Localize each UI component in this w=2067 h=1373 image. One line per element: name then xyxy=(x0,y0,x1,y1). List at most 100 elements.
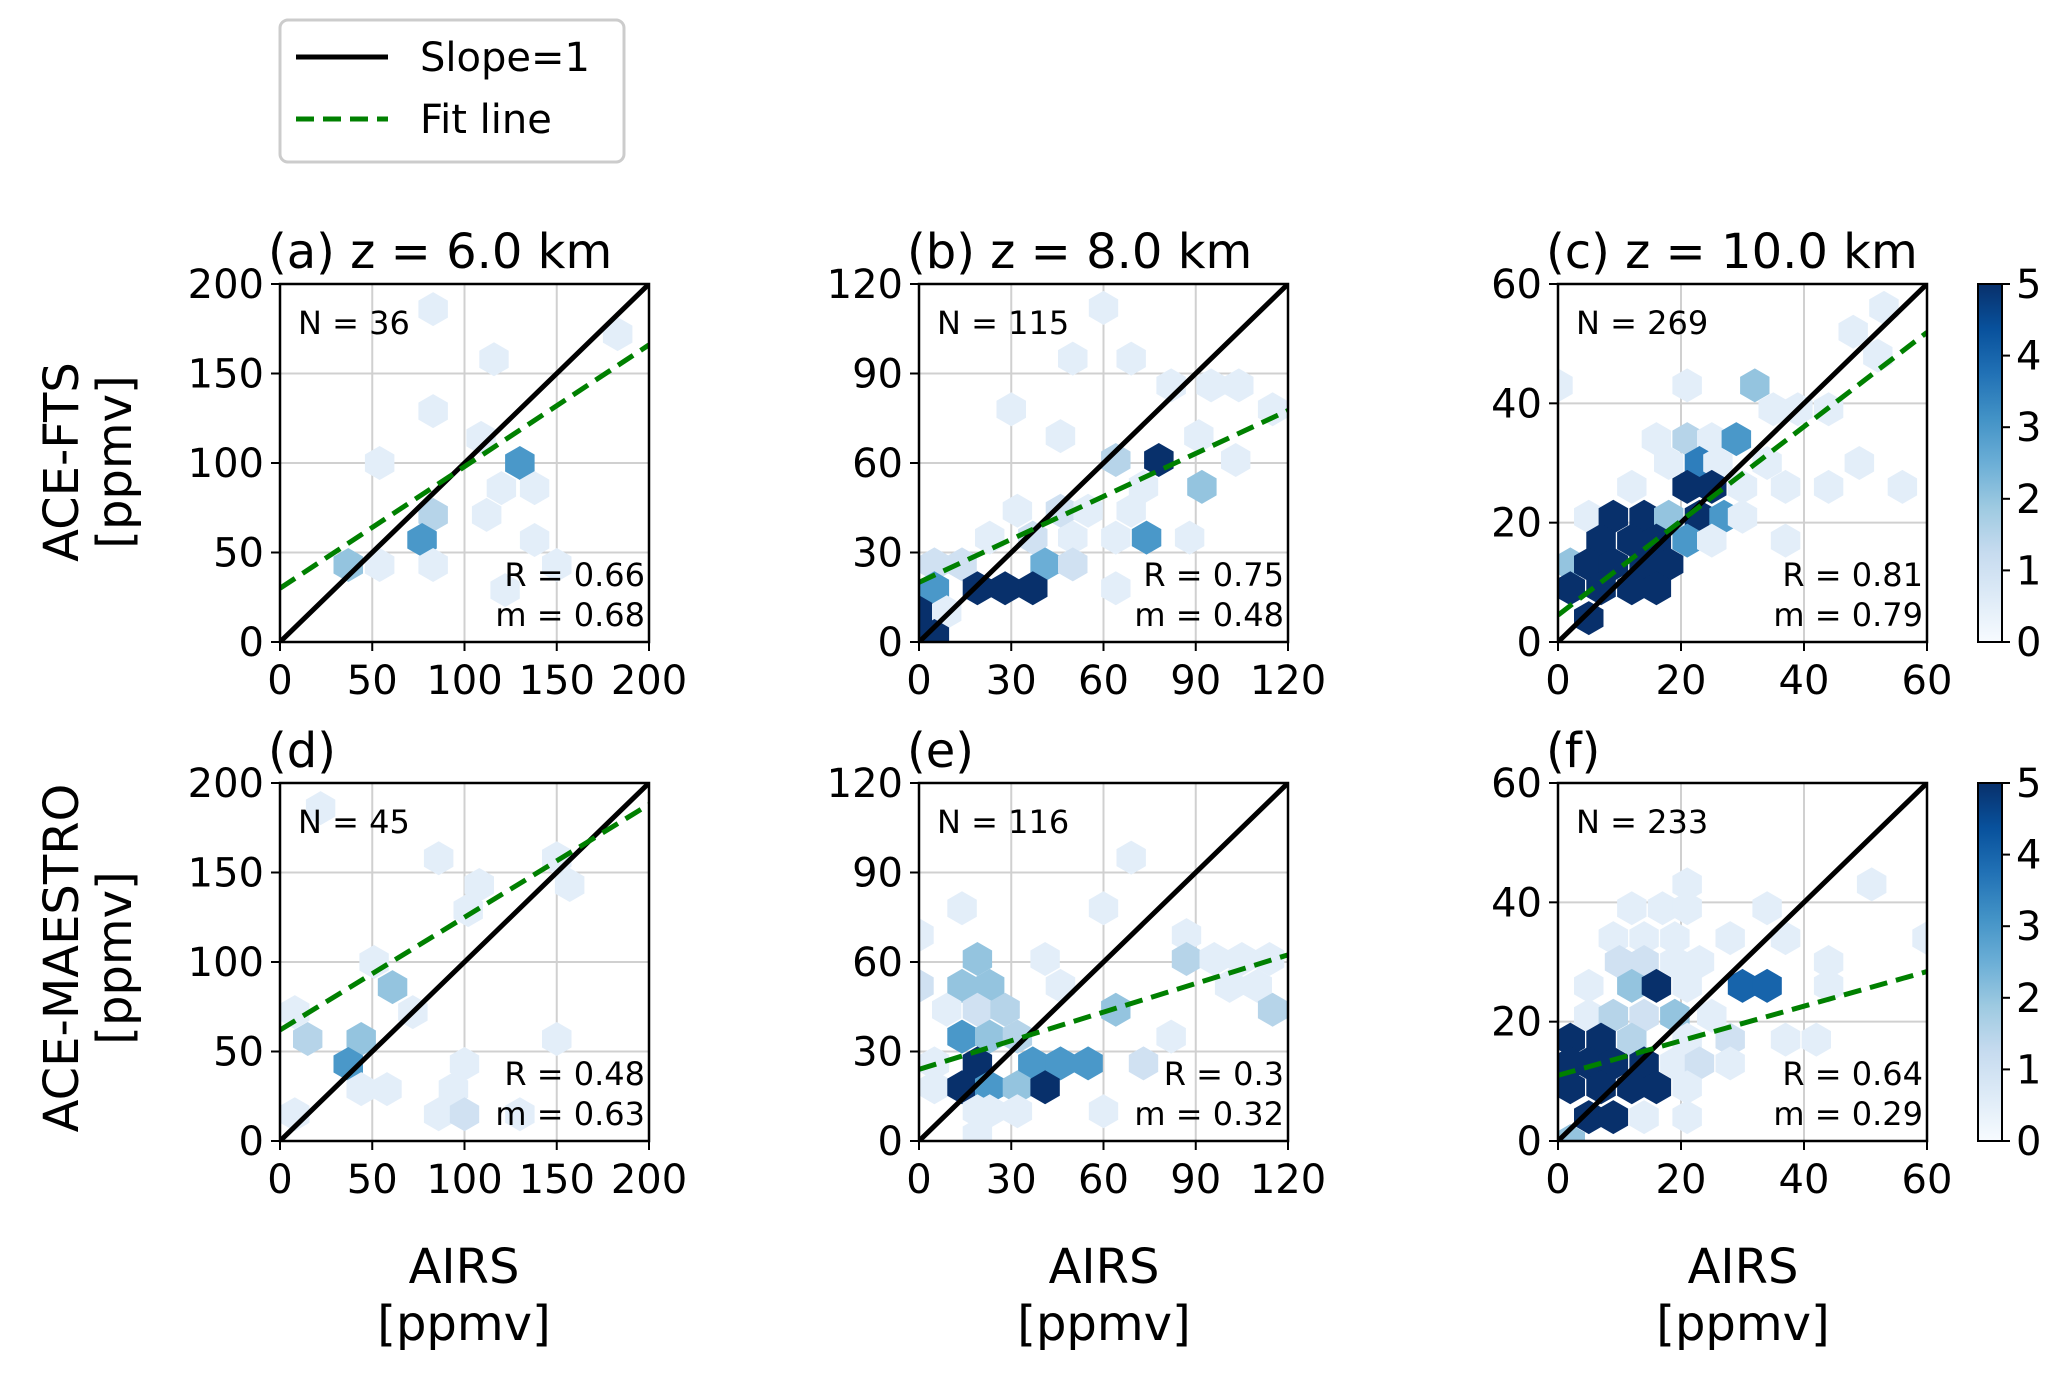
hexbin-layer xyxy=(280,791,585,1132)
hexbin-cell xyxy=(407,523,437,557)
colorbar-frame xyxy=(1977,782,2003,1142)
plot-frame xyxy=(1556,781,1929,1143)
hexbin-cell xyxy=(1574,968,1604,1003)
line-layer xyxy=(1558,783,1927,1141)
hexbin-cell xyxy=(1617,891,1647,926)
hexbin-cell xyxy=(919,595,934,630)
fit-line xyxy=(280,802,649,1033)
legend-fit-label: Fit line xyxy=(420,97,552,143)
y-tick-label: 200 xyxy=(188,761,264,807)
hexbin-cell xyxy=(1116,493,1146,528)
hexbin-cell xyxy=(1654,547,1684,582)
stat-n: N = 36 xyxy=(298,304,410,342)
hexbin-cell xyxy=(1660,998,1690,1033)
x-tick-label: 150 xyxy=(519,658,595,704)
hexbin-cell xyxy=(947,547,977,582)
hexbin-cell xyxy=(1030,547,1060,582)
y-tick-label: 100 xyxy=(188,441,264,487)
x-tick-label: 60 xyxy=(1078,1157,1129,1203)
y-tick-label: 60 xyxy=(1491,761,1542,807)
hexbin-cell xyxy=(1727,499,1758,534)
hexbin-cell xyxy=(1598,1100,1629,1135)
panel-letter: (c) xyxy=(1546,224,1610,280)
colorbar-tick-label: 3 xyxy=(2016,405,2041,451)
hexbin-cell xyxy=(1697,469,1727,504)
hexbin-cell xyxy=(1660,1046,1690,1081)
stat-r: R = 0.3 xyxy=(1164,1055,1284,1093)
panel-letter: (f) xyxy=(1546,723,1600,779)
hexbin-cell xyxy=(449,1097,480,1132)
panel-title: (a) z = 6.0 km xyxy=(268,224,612,280)
x-tick-label: 100 xyxy=(426,1157,502,1203)
fit-line xyxy=(280,342,649,591)
panel-title: (d) xyxy=(268,723,336,779)
colorbar-tick-label: 0 xyxy=(2016,620,2041,666)
hexbin-cell xyxy=(542,1022,572,1056)
y-tick-label: 20 xyxy=(1491,1000,1542,1046)
y-tick-label: 0 xyxy=(878,1119,903,1165)
hexbin-cell xyxy=(947,891,977,926)
hexbin-cell xyxy=(1558,1022,1585,1057)
hexbin-cell xyxy=(377,970,408,1005)
x-tick-label: 120 xyxy=(1250,658,1326,704)
row-label-bottom-line1: ACE-MAESTRO xyxy=(34,784,90,1133)
row-label-bottom-line2: [ppmv] xyxy=(87,871,143,1045)
hexbin-cell xyxy=(1574,499,1604,534)
hexbin-cell xyxy=(1654,446,1684,480)
hexbin-cell xyxy=(1171,918,1202,953)
hexbin-cell xyxy=(1131,520,1162,555)
hexbin-cell xyxy=(1697,998,1727,1033)
hexbin-cell xyxy=(1574,1046,1604,1081)
stat-r: R = 0.66 xyxy=(504,556,645,594)
slope-one-line xyxy=(919,783,1288,1141)
hexbin-cell xyxy=(423,841,454,876)
x-label-col-3: AIRS [ppmv] xyxy=(1656,1239,1830,1352)
hexbin-cell xyxy=(1641,422,1672,457)
panel-altitude: z = 10.0 km xyxy=(1610,224,1918,280)
y-tick-label: 30 xyxy=(852,531,903,577)
line-layer xyxy=(919,284,1288,642)
hexbin-cell xyxy=(1660,945,1690,979)
hexbin-cell xyxy=(1801,1022,1831,1057)
y-tick-label: 150 xyxy=(188,352,264,398)
stat-n: N = 269 xyxy=(1576,304,1708,342)
hexbin-cell xyxy=(1598,499,1629,534)
hexbin-cell xyxy=(333,1047,363,1081)
hexbin-cell xyxy=(1629,945,1659,979)
x-tick-label: 200 xyxy=(611,1157,687,1203)
hexbin-cell xyxy=(1684,499,1715,534)
colorbar-tick-label: 2 xyxy=(2016,976,2041,1022)
hexbin-cell xyxy=(1002,1094,1033,1129)
hexbin-cell xyxy=(1030,1070,1060,1105)
hexbin-cell xyxy=(418,548,448,582)
hexbin-cell xyxy=(1128,469,1159,504)
hexbin-cell xyxy=(1813,469,1844,504)
x-tick-label: 40 xyxy=(1779,1157,1830,1203)
plot-frame xyxy=(1556,282,1929,644)
hexbin-layer xyxy=(919,840,1288,1141)
y-tick-label: 60 xyxy=(1491,262,1542,308)
fit-line xyxy=(1558,969,1927,1078)
hexbin-cell xyxy=(1912,921,1927,956)
x-tick-label: 120 xyxy=(1250,1157,1326,1203)
hexbin-cell xyxy=(1629,1100,1659,1135)
panel-altitude: z = 8.0 km xyxy=(975,224,1252,280)
hexbin-cell xyxy=(1770,1022,1801,1057)
hexbin-cell xyxy=(1697,523,1727,558)
hexbin-cell xyxy=(1641,1070,1672,1105)
hexbin-cell xyxy=(1715,1046,1745,1081)
hexbin-cell xyxy=(453,893,483,928)
colorbar-tick-label: 2 xyxy=(2016,477,2041,523)
hexbin-cell xyxy=(1844,446,1875,480)
hexbin-cell xyxy=(346,1072,376,1107)
hexbin-cell xyxy=(1199,942,1229,976)
colorbar-tick-label: 1 xyxy=(2016,548,2041,594)
hexbin-cell xyxy=(1641,571,1672,606)
hexbin-cell xyxy=(1598,547,1629,582)
hexbin-cell xyxy=(1598,1046,1629,1081)
y-tick-label: 50 xyxy=(213,1030,264,1076)
y-tick-label: 120 xyxy=(827,761,903,807)
hexbin-cell xyxy=(962,1118,993,1141)
hexbin-cell xyxy=(1116,840,1146,875)
panel-letter: (a) xyxy=(268,224,335,280)
